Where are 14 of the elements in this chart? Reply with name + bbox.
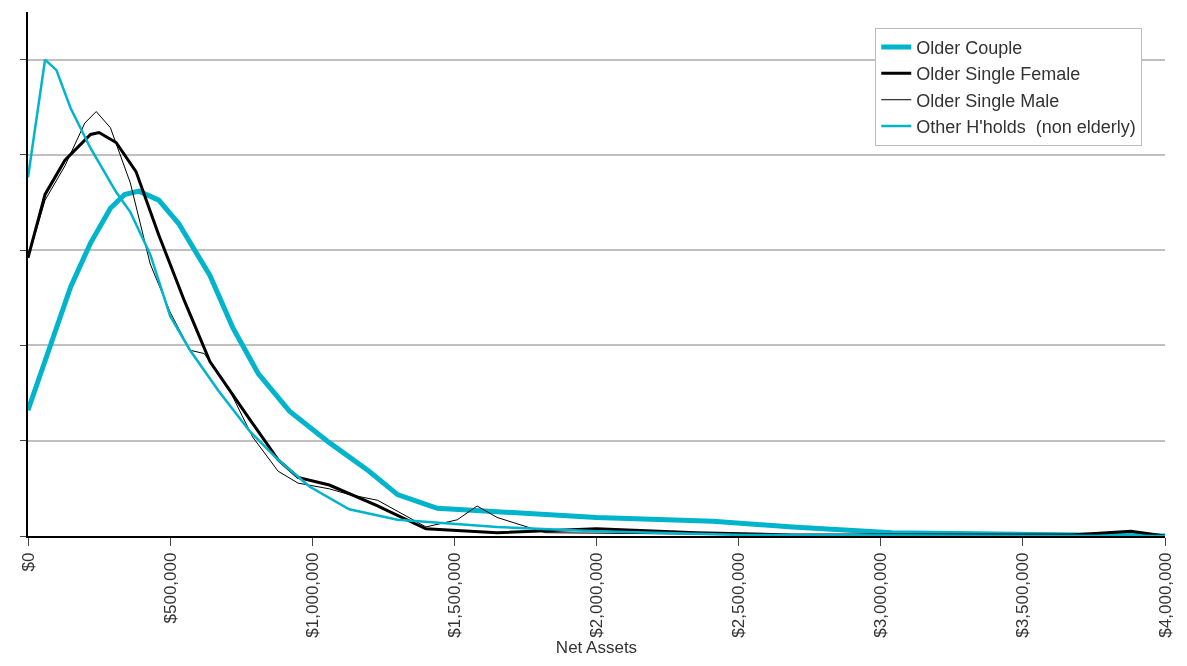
x-tick-label: $4,000,000 (1155, 552, 1175, 638)
x-tick-label: $0 (18, 552, 38, 572)
legend-label: Other H'holds (non elderly) (916, 117, 1136, 138)
x-tick-label: $3,000,000 (871, 552, 891, 638)
x-tick-label: $1,000,000 (302, 552, 322, 638)
x-tick-label: $500,000 (160, 552, 180, 624)
legend-label: Older Couple (916, 37, 1023, 58)
x-tick-label: $2,000,000 (587, 552, 607, 638)
legend-label: Older Single Male (916, 90, 1060, 111)
x-tick-label: $2,500,000 (729, 552, 749, 638)
x-axis-title: Net Assets (555, 637, 638, 657)
legend-label: Older Single Female (916, 64, 1081, 85)
x-tick-label: $3,500,000 (1013, 552, 1033, 638)
x-tick-label: $1,500,000 (444, 552, 464, 638)
